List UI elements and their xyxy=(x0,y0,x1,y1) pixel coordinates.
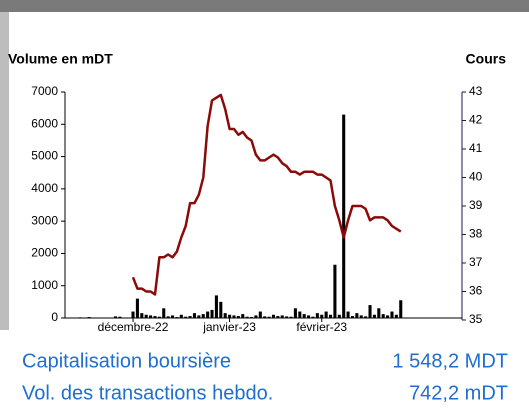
volume-bar xyxy=(237,316,240,318)
volume-bar xyxy=(325,312,328,318)
volume-bar xyxy=(263,316,266,318)
volume-bar xyxy=(268,317,271,318)
volume-bar xyxy=(88,317,91,318)
top-bar xyxy=(0,0,529,12)
y2-tick-label: 41 xyxy=(469,141,483,155)
volume-bar xyxy=(202,314,205,318)
volume-bar xyxy=(368,305,371,318)
volume-bar xyxy=(254,315,257,318)
volume-bar xyxy=(364,316,367,318)
price-line xyxy=(133,95,401,295)
volume-bar xyxy=(395,315,398,318)
y-tick-label: 6000 xyxy=(31,116,58,130)
volume-bar xyxy=(136,299,139,318)
volume-bar xyxy=(333,265,336,318)
volume-bar xyxy=(298,312,301,318)
volume-bar xyxy=(307,315,310,318)
y2-tick-label: 39 xyxy=(469,198,483,212)
volume-bar xyxy=(320,315,323,318)
volume-bar xyxy=(232,315,235,318)
volume-bar xyxy=(167,316,170,318)
y-tick-label: 3000 xyxy=(31,213,58,227)
x-tick-label: décembre-22 xyxy=(98,320,169,334)
volume-bar xyxy=(338,315,341,318)
volume-bar xyxy=(281,315,284,318)
volume-bar xyxy=(184,317,187,318)
y-tick-label: 2000 xyxy=(31,246,58,260)
y2-tick-label: 43 xyxy=(469,84,483,98)
y2-axis-title: Cours xyxy=(466,51,507,67)
volume-bar xyxy=(180,315,183,318)
volume-bar xyxy=(390,312,393,318)
y2-tick-label: 36 xyxy=(469,284,483,298)
volume-bar xyxy=(294,308,297,318)
volume-bar xyxy=(373,315,376,318)
y-tick-label: 5000 xyxy=(31,149,58,163)
y-axis-title: Volume en mDT xyxy=(8,51,113,67)
volume-bar xyxy=(153,316,156,318)
volume-bar xyxy=(175,317,178,318)
y-tick-label: 4000 xyxy=(31,181,58,195)
y2-tick-label: 40 xyxy=(469,170,483,184)
volume-bar xyxy=(360,315,363,318)
volume-bar xyxy=(224,313,227,318)
volume-bar xyxy=(206,312,209,318)
volume-bar xyxy=(189,316,192,318)
volume-bar xyxy=(162,308,165,318)
y2-tick-label: 38 xyxy=(469,227,483,241)
volume-bar xyxy=(276,316,279,318)
volume-bar xyxy=(355,313,358,318)
volume-bar xyxy=(140,313,143,318)
volume-bar xyxy=(382,314,385,318)
info-label: Vol. des transactions hebdo. xyxy=(22,382,273,404)
x-tick-label: février-23 xyxy=(296,320,347,334)
volume-bar xyxy=(118,317,121,318)
info-value: 1 548,2 MDT xyxy=(392,350,508,372)
y-tick-label: 1000 xyxy=(31,278,58,292)
volume-bar xyxy=(351,316,354,318)
volume-bar xyxy=(250,317,253,318)
info-label: Capitalisation boursière xyxy=(22,350,231,372)
volume-bar xyxy=(311,317,314,318)
info-value: 742,2 mDT xyxy=(409,382,508,404)
y-tick-label: 7000 xyxy=(31,84,58,98)
volume-bar xyxy=(215,295,218,318)
volume-bar xyxy=(259,312,262,318)
volume-bar xyxy=(342,115,345,318)
volume-bar xyxy=(377,308,380,318)
volume-bar xyxy=(131,312,134,318)
volume-bar xyxy=(329,315,332,318)
volume-bar xyxy=(289,317,292,318)
volume-bar xyxy=(210,310,213,318)
volume-bar xyxy=(145,315,148,318)
y2-tick-label: 37 xyxy=(469,255,483,269)
volume-bar xyxy=(285,316,288,318)
volume-bar xyxy=(79,317,82,318)
volume-bar xyxy=(303,314,306,318)
volume-bar xyxy=(241,314,244,318)
volume-bar xyxy=(149,315,152,318)
volume-bar xyxy=(246,317,249,318)
volume-bar xyxy=(219,302,222,318)
y-tick-label: 0 xyxy=(51,310,58,324)
volume-bar xyxy=(193,313,196,318)
volume-bar xyxy=(158,317,161,318)
volume-bar xyxy=(197,315,200,318)
volume-bar xyxy=(399,300,402,318)
y2-tick-label: 35 xyxy=(469,312,483,326)
volume-bar xyxy=(272,315,275,318)
volume-bar xyxy=(316,313,319,318)
volume-bar xyxy=(114,316,117,318)
volume-bar xyxy=(347,312,350,318)
volume-bar xyxy=(171,315,174,318)
volume-bar xyxy=(228,315,231,318)
volume-bar xyxy=(386,315,389,318)
y2-tick-label: 42 xyxy=(469,113,483,127)
x-tick-label: janvier-23 xyxy=(202,320,256,334)
